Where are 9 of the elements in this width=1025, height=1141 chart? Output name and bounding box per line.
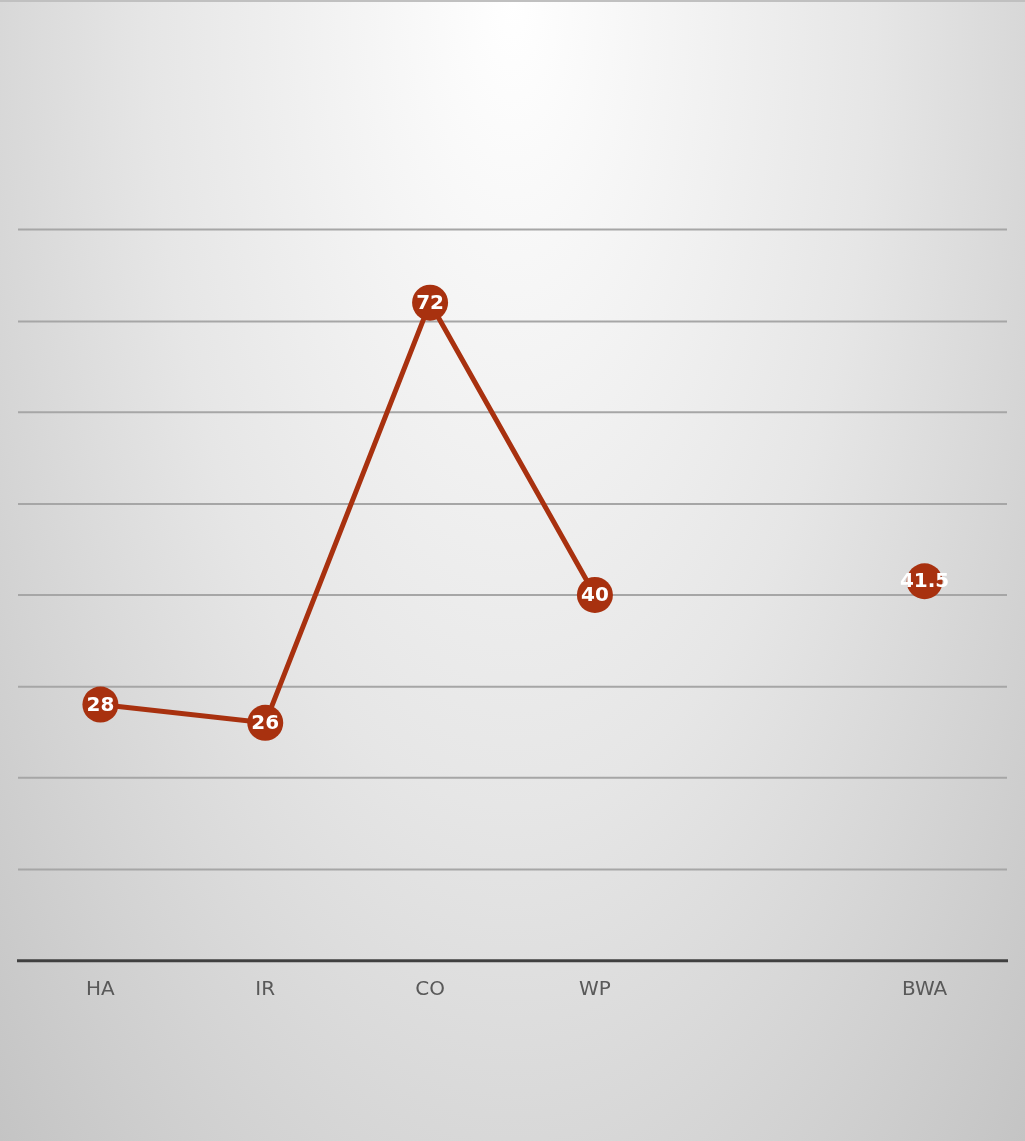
data-label: 28 [86,691,115,716]
x-tick-label: WP [579,976,611,1001]
data-label: 40 [581,582,609,607]
x-tick-label: CO [415,976,445,1001]
x-tick-label: HA [86,976,116,1001]
data-label: 72 [416,289,444,314]
x-tick-label: BWA [901,976,948,1001]
data-label: 26 [251,710,280,735]
x-tick-label: IR [255,976,276,1001]
